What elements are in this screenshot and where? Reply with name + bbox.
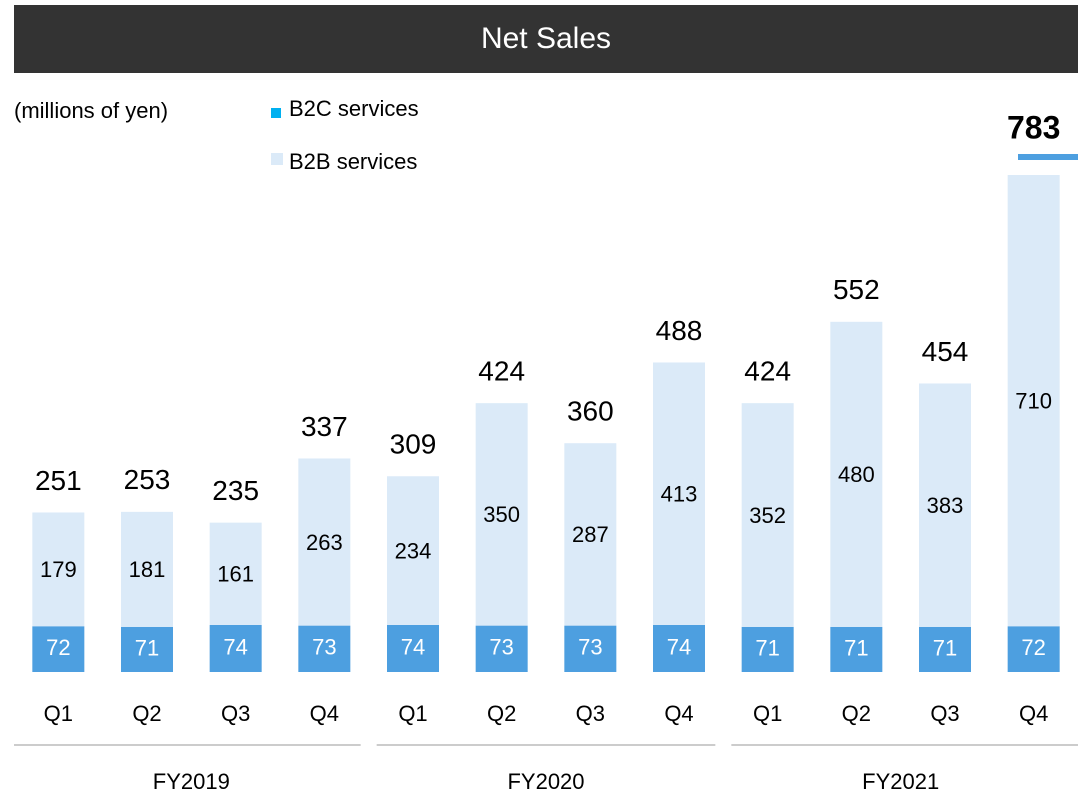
total-label: 309 — [390, 429, 437, 460]
bar-segment — [32, 512, 85, 627]
x-tick-label: Q3 — [221, 701, 250, 726]
total-label: 424 — [744, 356, 791, 387]
bar-segment — [830, 321, 883, 627]
bar-segment — [298, 458, 351, 626]
segment-label: 72 — [46, 635, 70, 660]
bar-segment — [919, 383, 971, 627]
bar-segment — [741, 403, 794, 627]
group-label: FY2019 — [153, 769, 230, 794]
bar-segment — [121, 626, 173, 672]
x-tick-label: Q1 — [398, 701, 427, 726]
x-tick-label: Q2 — [842, 701, 871, 726]
x-tick-label: Q3 — [930, 701, 959, 726]
segment-label: 71 — [135, 635, 159, 660]
segment-label: 263 — [306, 530, 343, 555]
x-tick-label: Q2 — [132, 701, 161, 726]
segment-label: 710 — [1015, 388, 1052, 413]
x-tick-label: Q1 — [44, 701, 73, 726]
x-tick-label: Q2 — [487, 701, 516, 726]
bar-segment — [475, 403, 528, 626]
x-tick-label: Q4 — [310, 701, 339, 726]
segment-label: 181 — [129, 557, 166, 582]
bar-segment — [830, 626, 883, 672]
segment-label: 72 — [1021, 635, 1045, 660]
segment-label: 234 — [395, 538, 432, 563]
group-label: FY2020 — [507, 769, 584, 794]
total-label: 552 — [833, 274, 880, 305]
legend-label: B2B services — [289, 149, 417, 174]
bar-segment — [209, 522, 262, 625]
segment-label: 480 — [838, 462, 875, 487]
bar-segment — [209, 624, 262, 672]
x-tick-label: Q4 — [664, 701, 693, 726]
group-label: FY2021 — [862, 769, 939, 794]
segment-label: 383 — [927, 493, 964, 518]
total-label: 454 — [922, 336, 969, 367]
segment-label: 74 — [667, 634, 691, 659]
bar-segment — [1007, 626, 1060, 672]
bar-segment — [741, 626, 794, 672]
total-label: 235 — [212, 475, 259, 506]
segment-label: 71 — [755, 635, 779, 660]
segment-label: 352 — [749, 503, 786, 528]
segment-label: 413 — [661, 482, 698, 507]
total-label: 360 — [567, 396, 614, 427]
segment-label: 74 — [401, 634, 425, 659]
title-bar — [14, 5, 1078, 73]
bar-segment — [475, 625, 528, 672]
segment-label: 71 — [933, 635, 957, 660]
segment-label: 73 — [489, 635, 513, 660]
bar-segment — [387, 624, 439, 672]
bar-segment — [653, 624, 705, 672]
legend-swatch — [271, 153, 283, 165]
x-tick-label: Q3 — [576, 701, 605, 726]
bar-segment — [653, 362, 705, 625]
total-label: 253 — [124, 464, 171, 495]
total-label: 783 — [1007, 109, 1060, 145]
bar-segment — [121, 511, 173, 627]
segment-label: 161 — [217, 562, 254, 587]
x-tick-label: Q4 — [1019, 701, 1048, 726]
bar-segment — [298, 625, 351, 672]
segment-label: 74 — [223, 634, 247, 659]
bar-segment — [32, 626, 85, 672]
x-tick-label: Q1 — [753, 701, 782, 726]
segment-label: 73 — [312, 635, 336, 660]
total-label: 424 — [478, 356, 525, 387]
total-label: 488 — [656, 315, 703, 346]
bar-segment — [1007, 175, 1060, 627]
segment-label: 71 — [844, 635, 868, 660]
segment-label: 287 — [572, 522, 609, 547]
legend-swatch — [271, 108, 281, 118]
bar-segment — [919, 626, 971, 672]
bar-segment — [387, 476, 439, 625]
legend-label: B2C services — [289, 96, 419, 121]
total-label: 337 — [301, 411, 348, 442]
segment-label: 73 — [578, 635, 602, 660]
segment-label: 350 — [483, 502, 520, 527]
bar-segment — [564, 625, 617, 672]
total-label: 251 — [35, 465, 82, 496]
chart-title: Net Sales — [481, 22, 611, 55]
subtitle: (millions of yen) — [14, 98, 168, 123]
bar-segment — [564, 443, 617, 626]
segment-label: 179 — [40, 557, 77, 582]
highlight-line — [1018, 154, 1078, 160]
